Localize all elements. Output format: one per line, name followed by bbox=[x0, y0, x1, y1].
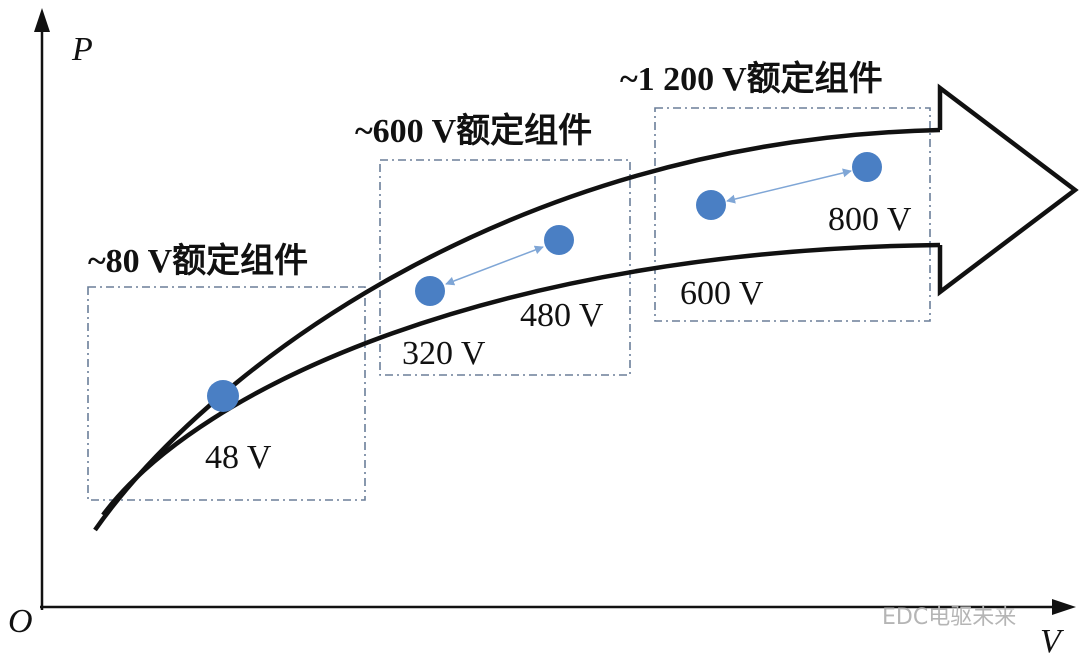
group-box bbox=[379, 159, 631, 376]
arrow-lower-edge bbox=[101, 242, 941, 517]
voltage-label: 320 V bbox=[402, 335, 486, 372]
range-link bbox=[445, 245, 544, 286]
voltage-point bbox=[544, 225, 574, 255]
group-label: ~600 V额定组件 bbox=[355, 112, 592, 150]
y-axis-label: P bbox=[71, 31, 93, 68]
voltage-label: 600 V bbox=[680, 275, 764, 312]
x-axis-arrow bbox=[1052, 599, 1076, 615]
voltage-point bbox=[696, 190, 726, 220]
x-axis-label: V bbox=[1040, 623, 1065, 660]
voltage-label: 480 V bbox=[520, 297, 604, 334]
arrow-head bbox=[937, 83, 1079, 297]
voltage-label: 800 V bbox=[828, 201, 912, 238]
group-box bbox=[87, 286, 366, 501]
group-label: ~1 200 V额定组件 bbox=[620, 60, 883, 98]
watermark: EDC电驱未来 bbox=[882, 605, 1016, 630]
voltage-point bbox=[207, 380, 239, 412]
y-axis-arrow bbox=[34, 8, 50, 32]
group-box bbox=[654, 107, 931, 322]
origin-label: O bbox=[8, 603, 33, 640]
voltage-point bbox=[852, 152, 882, 182]
range-link bbox=[726, 168, 852, 204]
voltage-point bbox=[415, 276, 445, 306]
group-label: ~80 V额定组件 bbox=[88, 242, 308, 280]
voltage-label: 48 V bbox=[205, 439, 272, 476]
